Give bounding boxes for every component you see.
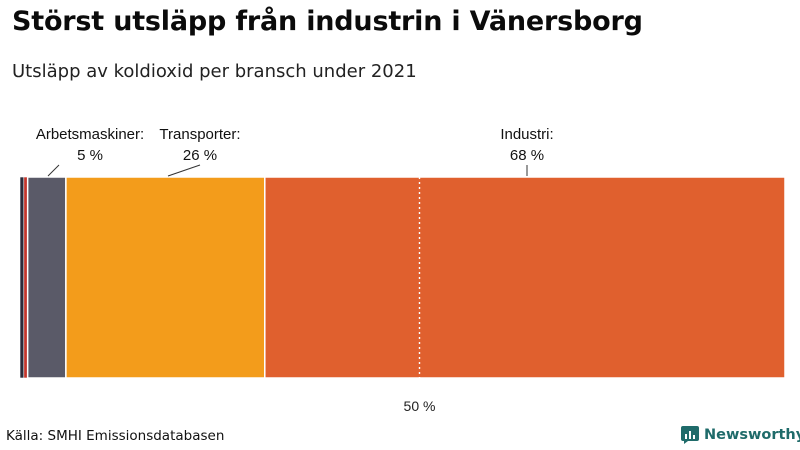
segment-label-value: 26 % xyxy=(183,147,217,164)
bar-segment-industri xyxy=(264,176,786,379)
stacked-bar-chart: Arbetsmaskiner: 5 % Transporter: 26 % Indust… xyxy=(19,126,786,414)
chart-title: Störst utsläpp från industrin i Vänersbo… xyxy=(12,6,643,37)
brand-name: Newsworthy xyxy=(704,427,800,443)
newsworthy-logo: Newsworthy xyxy=(681,426,800,444)
bar-segment-transporter xyxy=(65,176,266,379)
segment-label-name: Transporter: xyxy=(159,126,240,143)
segment-labels: Arbetsmaskiner: 5 % Transporter: 26 % Indust… xyxy=(36,126,554,164)
segment-label-value: 68 % xyxy=(510,147,544,164)
bar-segment-small-0 xyxy=(19,176,25,379)
label-leader-line xyxy=(47,164,60,177)
segment-label-name: Arbetsmaskiner: xyxy=(36,126,144,143)
chart-subtitle: Utsläpp av koldioxid per bransch under 2… xyxy=(12,61,417,82)
segment-label-name: Industri: xyxy=(500,126,553,143)
bar-segments xyxy=(19,176,786,379)
label-leader-line xyxy=(167,164,201,177)
label-leaders xyxy=(47,164,528,177)
bar-segment-arbetsmaskiner xyxy=(26,176,67,379)
reference-line-label: 50 % xyxy=(404,398,436,414)
segment-label-value: 5 % xyxy=(77,147,103,164)
newsworthy-logo-icon xyxy=(681,426,699,444)
source-note: Källa: SMHI Emissionsdatabasen xyxy=(6,428,225,444)
